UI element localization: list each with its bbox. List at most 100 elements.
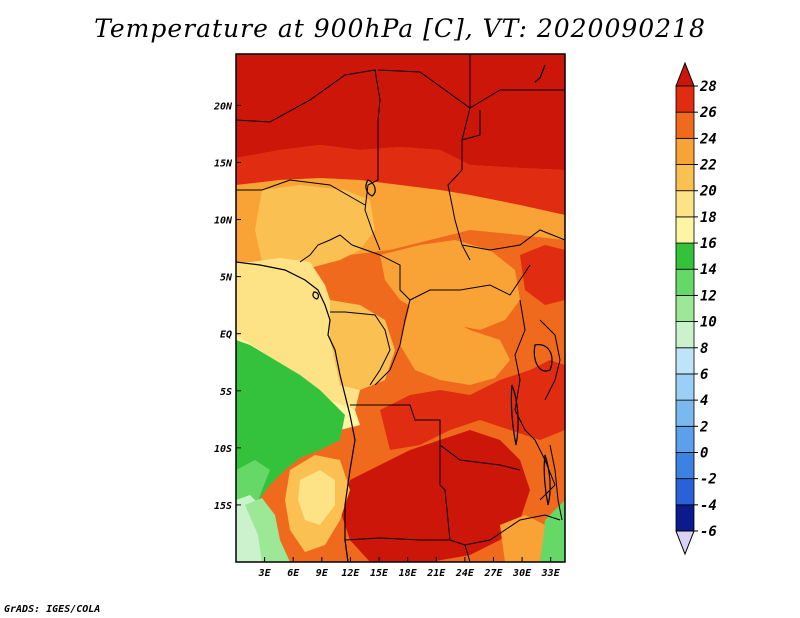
colorbar-label: 8 (700, 341, 708, 357)
border-zambia-east (464, 514, 561, 546)
colorbar-label: 0 (700, 445, 708, 461)
colorbar-label: 24 (699, 131, 717, 147)
temperature-field (236, 54, 565, 562)
lake-malawi (543, 454, 551, 506)
region-sahel-warm (236, 145, 565, 215)
colorbar-box (675, 111, 695, 139)
x-tick-label: 3E (258, 568, 272, 579)
colorbar-box (675, 452, 695, 480)
border-angola-zambia (439, 445, 466, 546)
border-niger-chad (364, 120, 381, 251)
colorbar-label: -6 (700, 524, 717, 540)
colorbar-box (675, 216, 695, 244)
region-drc-orange (400, 305, 510, 385)
y-tick-label: EQ (220, 330, 232, 341)
border-uganda-kenya (539, 319, 561, 401)
colorbar-label: 28 (699, 79, 717, 95)
x-tick-label: 24E (455, 568, 475, 579)
colorbar-box (675, 242, 695, 270)
x-axis: 3E 6E 9E 12E 15E 18E 21E 24E 27E 30E 33E (258, 557, 561, 579)
border-sudan-ssudan (461, 229, 565, 251)
colorbar-box (675, 425, 695, 453)
x-tick-label: 18E (399, 568, 418, 579)
colorbar-box (675, 295, 695, 322)
y-axis: 20N 15N 10N 5N EQ 5S 10S 15S (213, 101, 241, 512)
colorbar-top-triangle (675, 61, 695, 87)
colorbar-label: 26 (699, 105, 717, 121)
colorbar-label: 2 (699, 419, 708, 435)
colorbar-box (675, 164, 695, 192)
region-south-yellow (298, 470, 335, 525)
border-zambia-south (464, 544, 471, 562)
region-east-red (520, 245, 565, 305)
border-tanzania (534, 439, 556, 501)
colorbar-label: 14 (700, 262, 717, 278)
chart-title: Temperature at 900hPa [C], VT: 202009021… (94, 14, 706, 43)
y-tick-label: 20N (213, 101, 233, 112)
colorbar-box (675, 478, 695, 506)
region-sahara-hot (236, 54, 565, 170)
y-tick-label: 10S (214, 444, 232, 455)
y-tick-label: 10N (214, 216, 233, 227)
lake-bioko (312, 291, 320, 300)
x-tick-label: 27E (483, 568, 503, 579)
lake-chad (365, 179, 376, 197)
colorbar-label: -4 (700, 498, 717, 514)
border-algeria-libya (236, 69, 381, 123)
map-frame (235, 53, 566, 563)
colorbar-label: 20 (699, 184, 717, 200)
colorbar-label: 10 (700, 315, 717, 331)
red-sea-coast (534, 64, 546, 83)
border-car-drc (409, 264, 531, 301)
region-gabon-light (330, 300, 395, 390)
x-tick-label: 33E (541, 568, 561, 579)
region-se-orange (500, 515, 545, 562)
credit-label: GrADS: IGES/COLA (4, 604, 101, 615)
x-tick-label: 30E (512, 568, 532, 579)
colorbar-box (675, 137, 695, 165)
y-tick-label: 15S (214, 501, 232, 512)
colorbar-box (675, 373, 695, 401)
lake-victoria (533, 343, 553, 372)
colorbar-box (675, 347, 695, 375)
colorbar-label: 18 (700, 210, 717, 226)
region-se-green (540, 500, 565, 562)
coastline-west-africa (236, 261, 356, 562)
y-tick-label: 15N (214, 158, 233, 169)
border-gabon-congo (330, 311, 391, 386)
colorbar-label: 12 (700, 288, 717, 304)
region-congo-red (380, 360, 565, 450)
border-nigeria-cameroon (299, 234, 353, 263)
colorbar-label: 4 (700, 393, 708, 409)
border-malawi (549, 444, 563, 521)
colorbar-label: 6 (700, 367, 708, 383)
border-drc-angola (350, 404, 521, 471)
border-great-lakes (514, 299, 536, 441)
x-tick-label: 12E (341, 568, 360, 579)
colorbar-box (675, 190, 695, 218)
region-nigeria-light (255, 185, 375, 270)
lake-tanganyika (510, 384, 519, 446)
colorbar-box (675, 504, 695, 532)
border-angola-namibia (344, 537, 450, 541)
colorbar-label: 22 (699, 158, 717, 174)
colorbar-box (675, 321, 695, 349)
border-sudan-chad-upper (461, 110, 481, 141)
border-congo-drc (374, 299, 411, 386)
colorbar-label: 16 (700, 236, 717, 252)
colorbar-label: -2 (700, 472, 717, 488)
border-nigeria-north (236, 179, 366, 206)
x-tick-label: 9E (316, 568, 329, 579)
region-southwest-lightgreen (245, 498, 290, 562)
border-cameroon-car (351, 244, 411, 301)
y-tick-label: 5S (220, 387, 232, 398)
y-tick-label: 5N (220, 273, 233, 284)
colorbar-box (675, 85, 695, 113)
country-borders (236, 54, 565, 562)
x-tick-label: 6E (287, 568, 300, 579)
colorbar-bottom-triangle (675, 530, 695, 556)
x-tick-label: 15E (370, 568, 389, 579)
x-tick-label: 21E (426, 568, 446, 579)
